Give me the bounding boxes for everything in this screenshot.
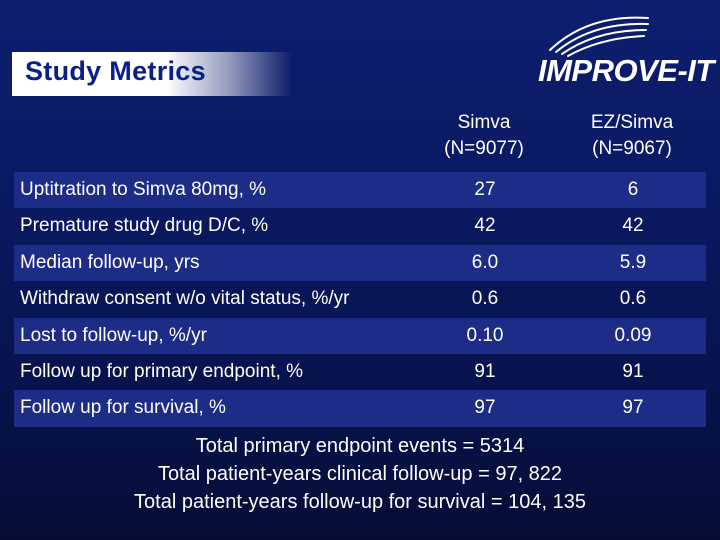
ez-simva-value: 6 xyxy=(627,179,639,200)
column-n: (N=9067) xyxy=(592,138,672,159)
ez-simva-value: 0.6 xyxy=(619,288,647,310)
table-row: Median follow-up, yrs 6.0 5.9 xyxy=(14,244,706,282)
simva-value: 42 xyxy=(474,215,496,237)
ez-simva-value: 97 xyxy=(622,397,644,419)
simva-value: 6.0 xyxy=(471,251,499,273)
table-row: Withdraw consent w/o vital status, %/yr … xyxy=(14,281,706,317)
slide-title: Study Metrics xyxy=(25,56,206,86)
simva-value: 0.6 xyxy=(471,288,499,310)
ez-simva-value: 0.09 xyxy=(614,324,652,346)
table-row: Premature study drug D/C, % 42 42 xyxy=(14,208,706,244)
column-header-ez-simva: EZ/Simva (N=9067) xyxy=(562,110,702,162)
ez-simva-value: 42 xyxy=(622,215,644,237)
row-label: Premature study drug D/C, % xyxy=(20,215,269,237)
footer-line: Total patient-years clinical follow-up =… xyxy=(157,463,563,485)
metrics-table: Uptitration to Simva 80mg, % 27 6 Premat… xyxy=(14,172,706,427)
simva-value: 97 xyxy=(474,397,496,419)
column-n: (N=9077) xyxy=(444,138,524,159)
footer-line: Total primary endpoint events = 5314 xyxy=(195,435,525,457)
row-label: Follow up for primary endpoint, % xyxy=(20,360,304,382)
table-row: Follow up for primary endpoint, % 91 91 xyxy=(14,354,706,390)
simva-value: 27 xyxy=(474,179,496,200)
row-label: Median follow-up, yrs xyxy=(20,251,200,273)
ez-simva-value: 5.9 xyxy=(619,251,647,273)
improve-it-logo-arc-icon xyxy=(549,16,649,57)
simva-value: 91 xyxy=(474,360,496,382)
improve-it-logo: IMPROVE-IT xyxy=(538,53,714,88)
summary-footer: Total primary endpoint events = 5314 Tot… xyxy=(0,432,720,516)
table-row: Uptitration to Simva 80mg, % 27 6 xyxy=(14,172,706,209)
row-label: Uptitration to Simva 80mg, % xyxy=(20,179,267,200)
row-label: Withdraw consent w/o vital status, %/yr xyxy=(20,288,350,310)
row-label: Follow up for survival, % xyxy=(20,397,226,419)
title-banner xyxy=(12,52,292,96)
table-row: Follow up for survival, % 97 97 xyxy=(14,390,706,427)
row-label: Lost to follow-up, %/yr xyxy=(20,324,207,346)
column-header-simva: Simva (N=9077) xyxy=(414,110,554,162)
footer-line: Total patient-years follow-up for surviv… xyxy=(134,491,586,513)
column-name: EZ/Simva xyxy=(590,112,674,133)
table-row: Lost to follow-up, %/yr 0.10 0.09 xyxy=(14,317,706,354)
simva-value: 0.10 xyxy=(466,324,504,346)
ez-simva-value: 91 xyxy=(622,360,644,382)
column-name: Simva xyxy=(457,112,511,133)
